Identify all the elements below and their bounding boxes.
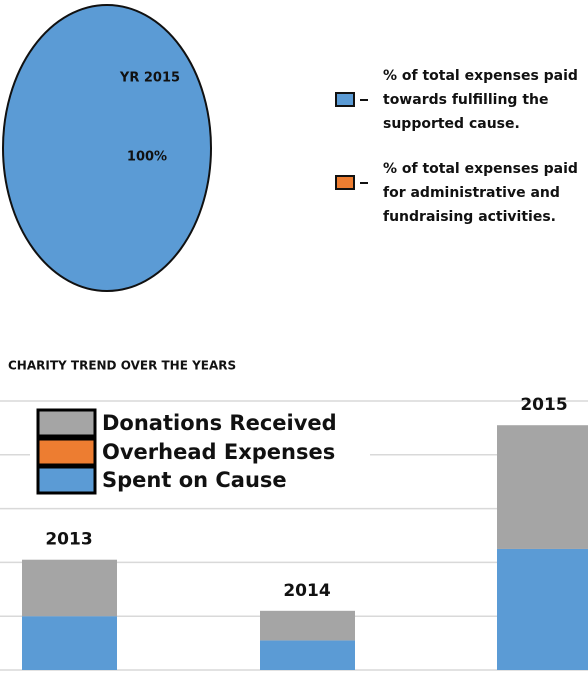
bar-segment [260,640,355,670]
pie-slice [2,4,212,292]
legend-swatch [335,92,355,107]
chart-title: CHARITY TREND OVER THE YEARS [8,359,236,373]
bar-segment [22,616,117,670]
legend-swatch [36,408,97,438]
bar-segment [497,548,588,670]
bar-category-label: 2013 [45,530,92,550]
legend-swatch [36,465,97,495]
legend-label: % of total expenses paid towards fulfill… [383,68,578,132]
legend-swatch [335,175,355,190]
legend-label: Donations Received [102,411,337,435]
legend-label: % of total expenses paid for administrat… [383,161,578,225]
bar-category-label: 2014 [283,581,330,601]
legend-label: Overhead Expenses [102,440,335,464]
legend-swatch [36,437,97,467]
bar-segment [22,559,117,617]
pie-title: YR 2015 [119,71,180,86]
bar-segment [497,425,588,549]
bar-category-label: 2015 [520,395,567,415]
value-label: 100% [127,150,167,165]
bar-segment [260,610,355,641]
legend-label: Spent on Cause [102,468,287,492]
